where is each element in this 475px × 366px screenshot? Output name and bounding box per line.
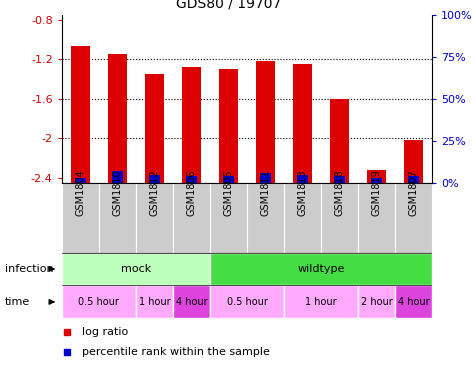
Bar [247,183,284,253]
Bar [334,176,345,183]
Text: GSM1818: GSM1818 [334,170,345,216]
Text: GSM1807: GSM1807 [408,169,419,216]
Text: mock: mock [121,264,151,274]
Bar [405,141,423,183]
Text: 4 hour: 4 hour [176,297,207,307]
Text: wildtype: wildtype [297,264,345,274]
Bar [368,170,386,183]
Bar [108,54,126,183]
Bar [182,67,201,183]
Bar [395,183,432,253]
Bar [293,64,312,183]
Text: GSM1806: GSM1806 [186,170,197,216]
Bar [210,253,432,285]
Text: GSM1813: GSM1813 [297,170,308,216]
Bar [331,99,349,183]
Bar [71,46,89,183]
Bar [358,183,395,253]
Bar [223,176,234,183]
Bar [75,178,86,183]
Text: 0.5 hour: 0.5 hour [78,297,119,307]
Bar [173,183,210,253]
Bar [256,61,275,183]
Text: 0.5 hour: 0.5 hour [227,297,267,307]
Title: GDS80 / 19707: GDS80 / 19707 [176,0,281,11]
Text: time: time [5,297,30,307]
Bar [136,285,173,318]
Text: GSM1810: GSM1810 [112,170,123,216]
Bar [186,176,197,183]
Bar [284,285,358,318]
Text: GSM1805: GSM1805 [223,169,234,216]
Bar [145,74,163,183]
Text: log ratio: log ratio [82,327,128,337]
Bar [112,171,123,183]
Bar [219,69,238,183]
Bar [260,173,271,183]
Bar [297,175,308,183]
Text: GSM1819: GSM1819 [371,170,382,216]
Bar [62,183,99,253]
Bar [358,285,395,318]
Bar [371,178,382,183]
Bar [321,183,358,253]
Bar [136,183,173,253]
Text: GSM1811: GSM1811 [260,170,271,216]
Text: 2 hour: 2 hour [361,297,392,307]
Text: 1 hour: 1 hour [139,297,170,307]
Bar [99,183,136,253]
Bar [62,285,136,318]
Bar [62,253,210,285]
Text: 1 hour: 1 hour [305,297,337,307]
Bar [149,175,160,183]
Text: infection: infection [5,264,53,274]
Text: 4 hour: 4 hour [398,297,429,307]
Bar [210,183,247,253]
Text: GSM1812: GSM1812 [149,169,160,216]
Text: percentile rank within the sample: percentile rank within the sample [82,347,270,357]
Bar [173,285,210,318]
Bar [408,176,419,183]
Bar [210,285,284,318]
Bar [284,183,321,253]
Bar [395,285,432,318]
Text: GSM1804: GSM1804 [75,170,86,216]
